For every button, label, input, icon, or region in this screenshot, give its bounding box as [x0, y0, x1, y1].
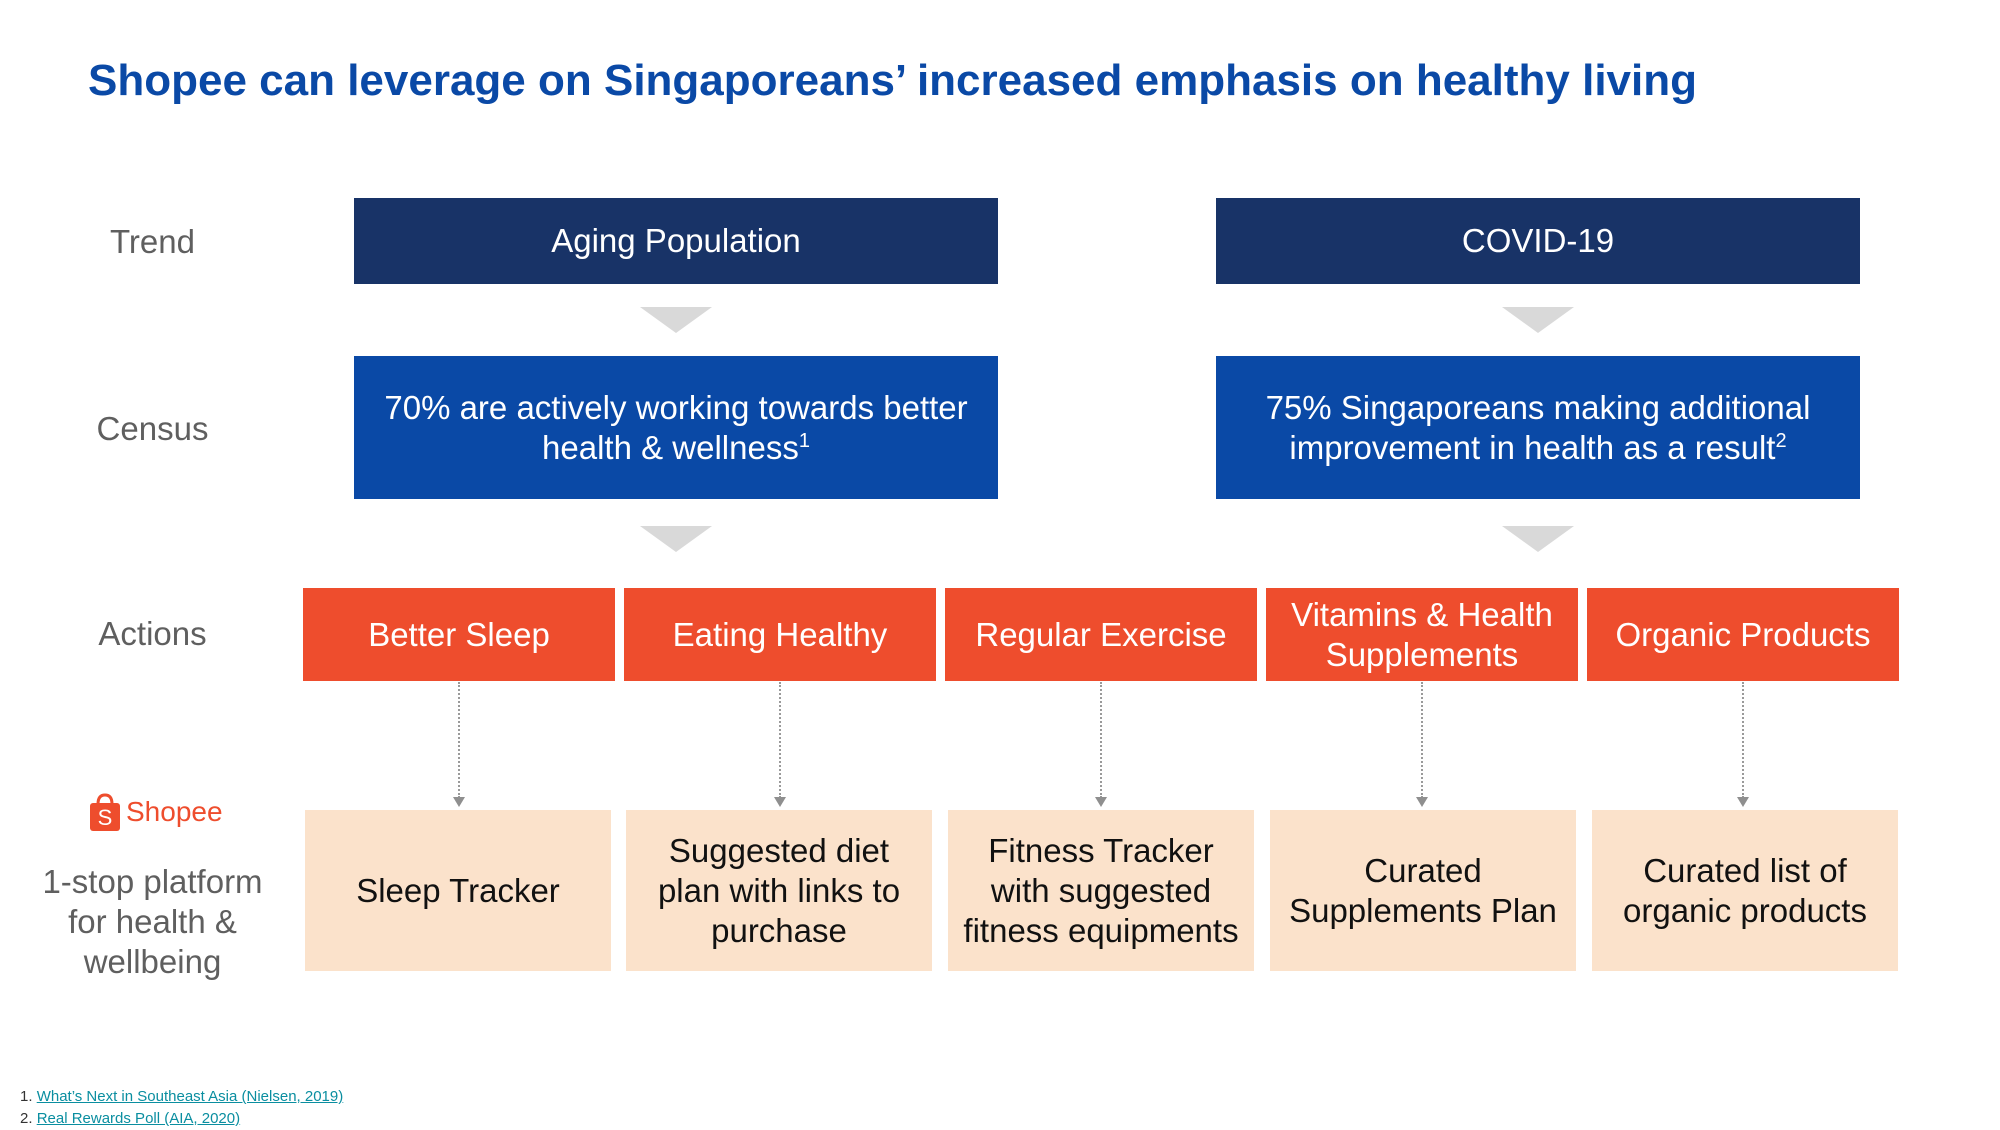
footnotes: 1. What’s Next in Southeast Asia (Nielse…: [20, 1086, 343, 1130]
chevron-down-icon: [1502, 307, 1574, 333]
arrow-down-icon: [1416, 797, 1428, 807]
trend-box-aging: Aging Population: [354, 198, 998, 284]
footnote-link-nielsen[interactable]: What’s Next in Southeast Asia (Nielsen, …: [36, 1088, 344, 1105]
connector-line: [1742, 682, 1744, 798]
solution-box-organic: Curated list of organic products: [1592, 810, 1898, 971]
connector-line: [779, 682, 781, 798]
svg-text:S: S: [98, 805, 113, 830]
footnote-num: 2.: [20, 1110, 33, 1127]
arrow-down-icon: [453, 797, 465, 807]
census-text-1: 70% are actively working towards better …: [384, 388, 968, 466]
solution-box-supplements: Curated Supplements Plan: [1270, 810, 1576, 971]
arrow-down-icon: [1095, 797, 1107, 807]
solution-box-diet: Suggested diet plan with links to purcha…: [626, 810, 932, 971]
action-box-vitamins: Vitamins & Health Supplements: [1266, 588, 1578, 681]
solution-box-fitness: Fitness Tracker with suggested fitness e…: [948, 810, 1254, 971]
action-box-eating: Eating Healthy: [624, 588, 936, 681]
row-label-actions: Actions: [98, 615, 207, 652]
connector-line: [458, 682, 460, 798]
row-label-trend: Trend: [110, 223, 195, 260]
connector-line: [1421, 682, 1423, 798]
chevron-down-icon: [640, 526, 712, 552]
row-label-census: Census: [96, 410, 209, 447]
shopee-logo: S Shopee: [88, 792, 223, 832]
census-text-2: 75% Singaporeans making additional impro…: [1265, 388, 1811, 466]
action-box-organic: Organic Products: [1587, 588, 1899, 681]
census-box-1: 70% are actively working towards better …: [354, 356, 998, 499]
footnote-num: 1.: [20, 1088, 33, 1105]
chevron-down-icon: [640, 307, 712, 333]
footnote-2: 2. Real Rewards Poll (AIA, 2020): [20, 1108, 343, 1130]
connector-line: [1100, 682, 1102, 798]
solution-box-sleep: Sleep Tracker: [305, 810, 611, 971]
action-box-sleep: Better Sleep: [303, 588, 615, 681]
footnote-ref-2: 2: [1775, 429, 1787, 452]
page-title: Shopee can leverage on Singaporeans’ inc…: [88, 56, 1697, 105]
arrow-down-icon: [1737, 797, 1749, 807]
shopee-bag-icon: S: [90, 793, 120, 831]
trend-box-covid: COVID-19: [1216, 198, 1860, 284]
row-label-platform: 1-stop platform for health & wellbeing: [42, 863, 263, 980]
chevron-down-icon: [1502, 526, 1574, 552]
footnote-link-aia[interactable]: Real Rewards Poll (AIA, 2020): [36, 1110, 241, 1127]
footnote-1: 1. What’s Next in Southeast Asia (Nielse…: [20, 1086, 343, 1108]
logo-text: Shopee: [126, 796, 223, 827]
census-box-2: 75% Singaporeans making additional impro…: [1216, 356, 1860, 499]
action-box-exercise: Regular Exercise: [945, 588, 1257, 681]
arrow-down-icon: [774, 797, 786, 807]
footnote-ref-1: 1: [798, 429, 810, 452]
